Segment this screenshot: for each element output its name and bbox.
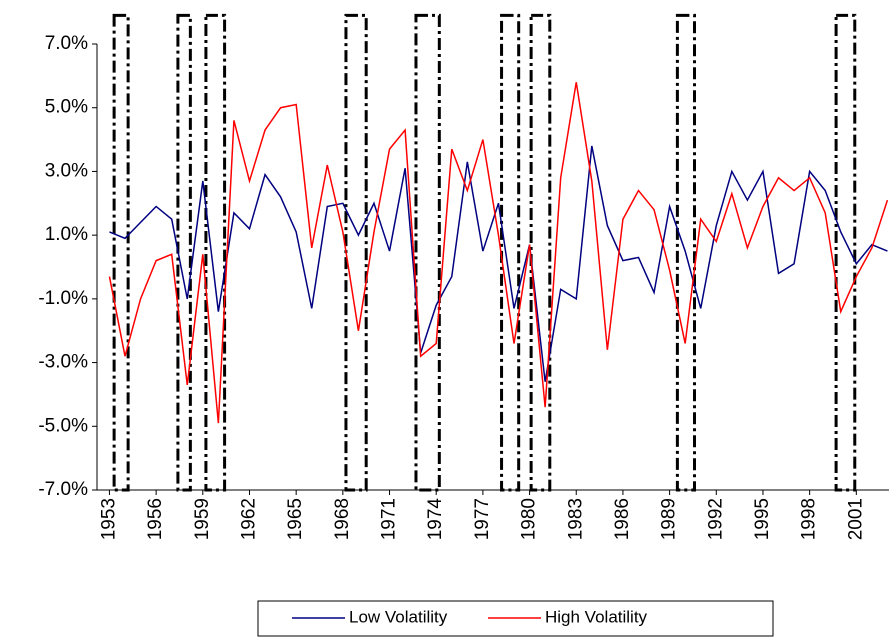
recession-band [176, 13, 192, 492]
recession-band [204, 13, 227, 492]
recession-band [112, 13, 130, 492]
y-tick-label: -7.0% [38, 479, 88, 500]
x-tick-label: 1959 [192, 498, 213, 540]
x-tick-label: 1956 [145, 498, 166, 540]
x-tick-label: 1983 [565, 498, 586, 540]
legend-label: Low Volatility [349, 607, 448, 626]
x-tick-label: 1953 [98, 498, 119, 540]
data-line [108, 82, 889, 424]
x-tick-label: 1962 [239, 498, 260, 540]
x-tick-label: 1992 [705, 498, 726, 540]
legend-label: High Volatility [545, 607, 648, 626]
data-line [109, 145, 888, 382]
recession-band [834, 13, 857, 492]
x-tick-label: 1980 [519, 498, 540, 540]
x-tick-label: 1977 [472, 498, 493, 540]
x-tick-label: 1968 [332, 498, 353, 540]
y-tick-label: 5.0% [45, 97, 88, 118]
x-tick-label: 1971 [379, 498, 400, 540]
x-tick-label: 1986 [612, 498, 633, 540]
y-tick-label: 1.0% [45, 224, 88, 245]
y-tick-label: 7.0% [45, 33, 88, 54]
x-tick-label: 1974 [425, 498, 446, 541]
y-tick-label: 3.0% [45, 160, 88, 181]
y-tick-label: -5.0% [38, 415, 88, 436]
recession-band [414, 13, 441, 492]
x-tick-label: 1995 [752, 498, 773, 540]
y-tick-label: -1.0% [38, 288, 88, 309]
recession-band [529, 13, 552, 492]
x-tick-label: 1965 [285, 498, 306, 540]
recession-band [500, 13, 521, 492]
x-tick-label: 1998 [799, 498, 820, 540]
recession-band [344, 13, 368, 492]
x-tick-label: 1989 [659, 498, 680, 540]
y-tick-label: -3.0% [38, 352, 88, 373]
x-tick-label: 2001 [845, 498, 866, 540]
